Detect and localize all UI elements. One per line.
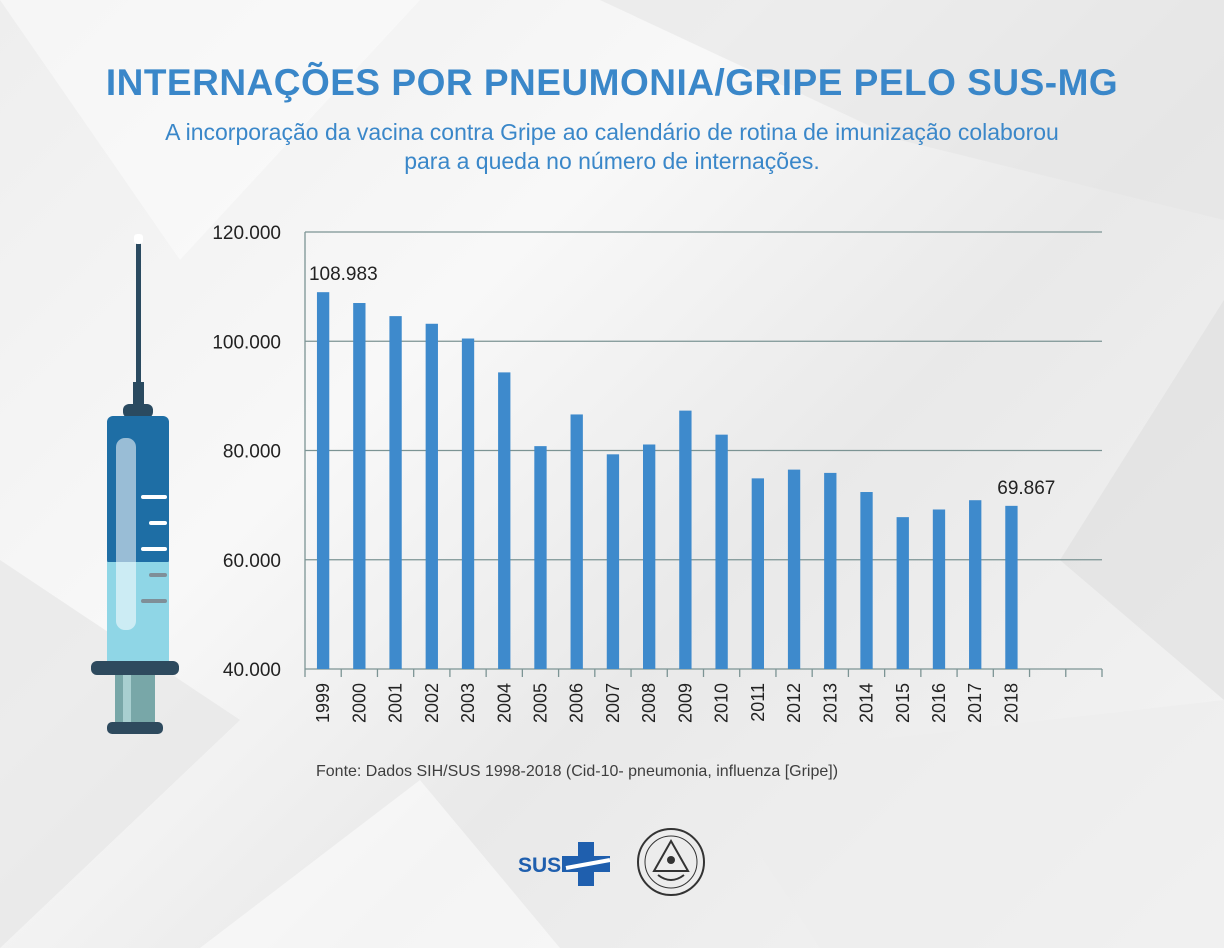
bar-2008	[643, 444, 656, 669]
bar-2012	[787, 469, 801, 669]
bar-2009	[679, 410, 692, 669]
bar-2011	[751, 478, 764, 669]
bar-2006	[570, 414, 583, 669]
bar-2001	[389, 316, 402, 669]
x-tick-label: 2012	[784, 683, 804, 723]
y-tick-label: 40.000	[223, 660, 281, 681]
x-axis-ticks: 1999 2000 2001 2002 2003 2004 2005 2006 2007 2008…	[313, 683, 1021, 723]
bar-2005	[534, 446, 547, 669]
x-tick-label: 2014	[857, 683, 877, 723]
x-tick-label: 2003	[458, 683, 478, 723]
data-label-2018: 69.867	[997, 478, 1055, 499]
x-tick-label: 2004	[494, 683, 514, 723]
x-tick-label: 2000	[349, 683, 369, 723]
bar-1999	[316, 292, 330, 669]
x-tick-label: 1999	[313, 683, 333, 723]
y-tick-label: 80.000	[223, 442, 281, 463]
gridlines	[304, 231, 1103, 677]
bar-2002	[425, 323, 438, 669]
bar-2017	[969, 500, 982, 669]
x-tick-label: 2013	[820, 683, 840, 723]
x-tick-label: 2011	[748, 683, 768, 722]
state-seal-icon	[637, 828, 705, 896]
sus-logo-text: SUS	[518, 854, 561, 877]
x-tick-label: 2010	[712, 683, 732, 723]
bars	[316, 292, 1018, 669]
source-note: Fonte: Dados SIH/SUS 1998-2018 (Cid-10- …	[316, 763, 839, 780]
x-tick-label: 2001	[386, 683, 406, 723]
x-tick-label: 2002	[422, 683, 442, 723]
x-tick-label: 2009	[675, 683, 695, 723]
x-tick-label: 2015	[893, 683, 913, 723]
y-tick-label: 120.000	[212, 223, 281, 244]
bar-2018	[1005, 505, 1018, 669]
x-tick-label: 2018	[1001, 683, 1021, 723]
bar-2015	[896, 517, 909, 669]
y-tick-label: 60.000	[223, 551, 281, 572]
chart-subtitle: A incorporação da vacina contra Gripe ao…	[60, 118, 1164, 176]
bar-2010	[715, 434, 728, 669]
subtitle-line-1: A incorporação da vacina contra Gripe ao…	[165, 119, 1059, 145]
y-tick-label: 100.000	[212, 332, 281, 353]
bar-2013	[824, 472, 837, 669]
sus-logo: SUS	[518, 842, 611, 886]
x-tick-label: 2008	[639, 683, 659, 723]
x-tick-label: 2005	[530, 683, 550, 723]
bar-2016	[932, 509, 946, 669]
data-label-1999: 108.983	[309, 264, 378, 285]
syringe-icon	[91, 234, 179, 734]
x-tick-label: 2017	[965, 683, 985, 723]
x-tick-label: 2007	[603, 683, 623, 723]
bar-2007	[606, 454, 620, 669]
bar-2004	[498, 372, 511, 669]
chart-title: INTERNAÇÕES POR PNEUMONIA/GRIPE PELO SUS…	[105, 62, 1119, 103]
bar-2014	[860, 492, 873, 669]
x-tick-label: 2006	[567, 683, 587, 723]
x-tick-label: 2016	[929, 683, 949, 723]
bar-2003	[461, 338, 475, 669]
subtitle-line-2: para a queda no número de internações.	[404, 148, 820, 174]
data-labels: 108.983 69.867	[309, 264, 1055, 499]
bar-2000	[353, 303, 366, 669]
y-axis-ticks: 40.000 60.000 80.000 100.000 120.000	[212, 223, 281, 681]
